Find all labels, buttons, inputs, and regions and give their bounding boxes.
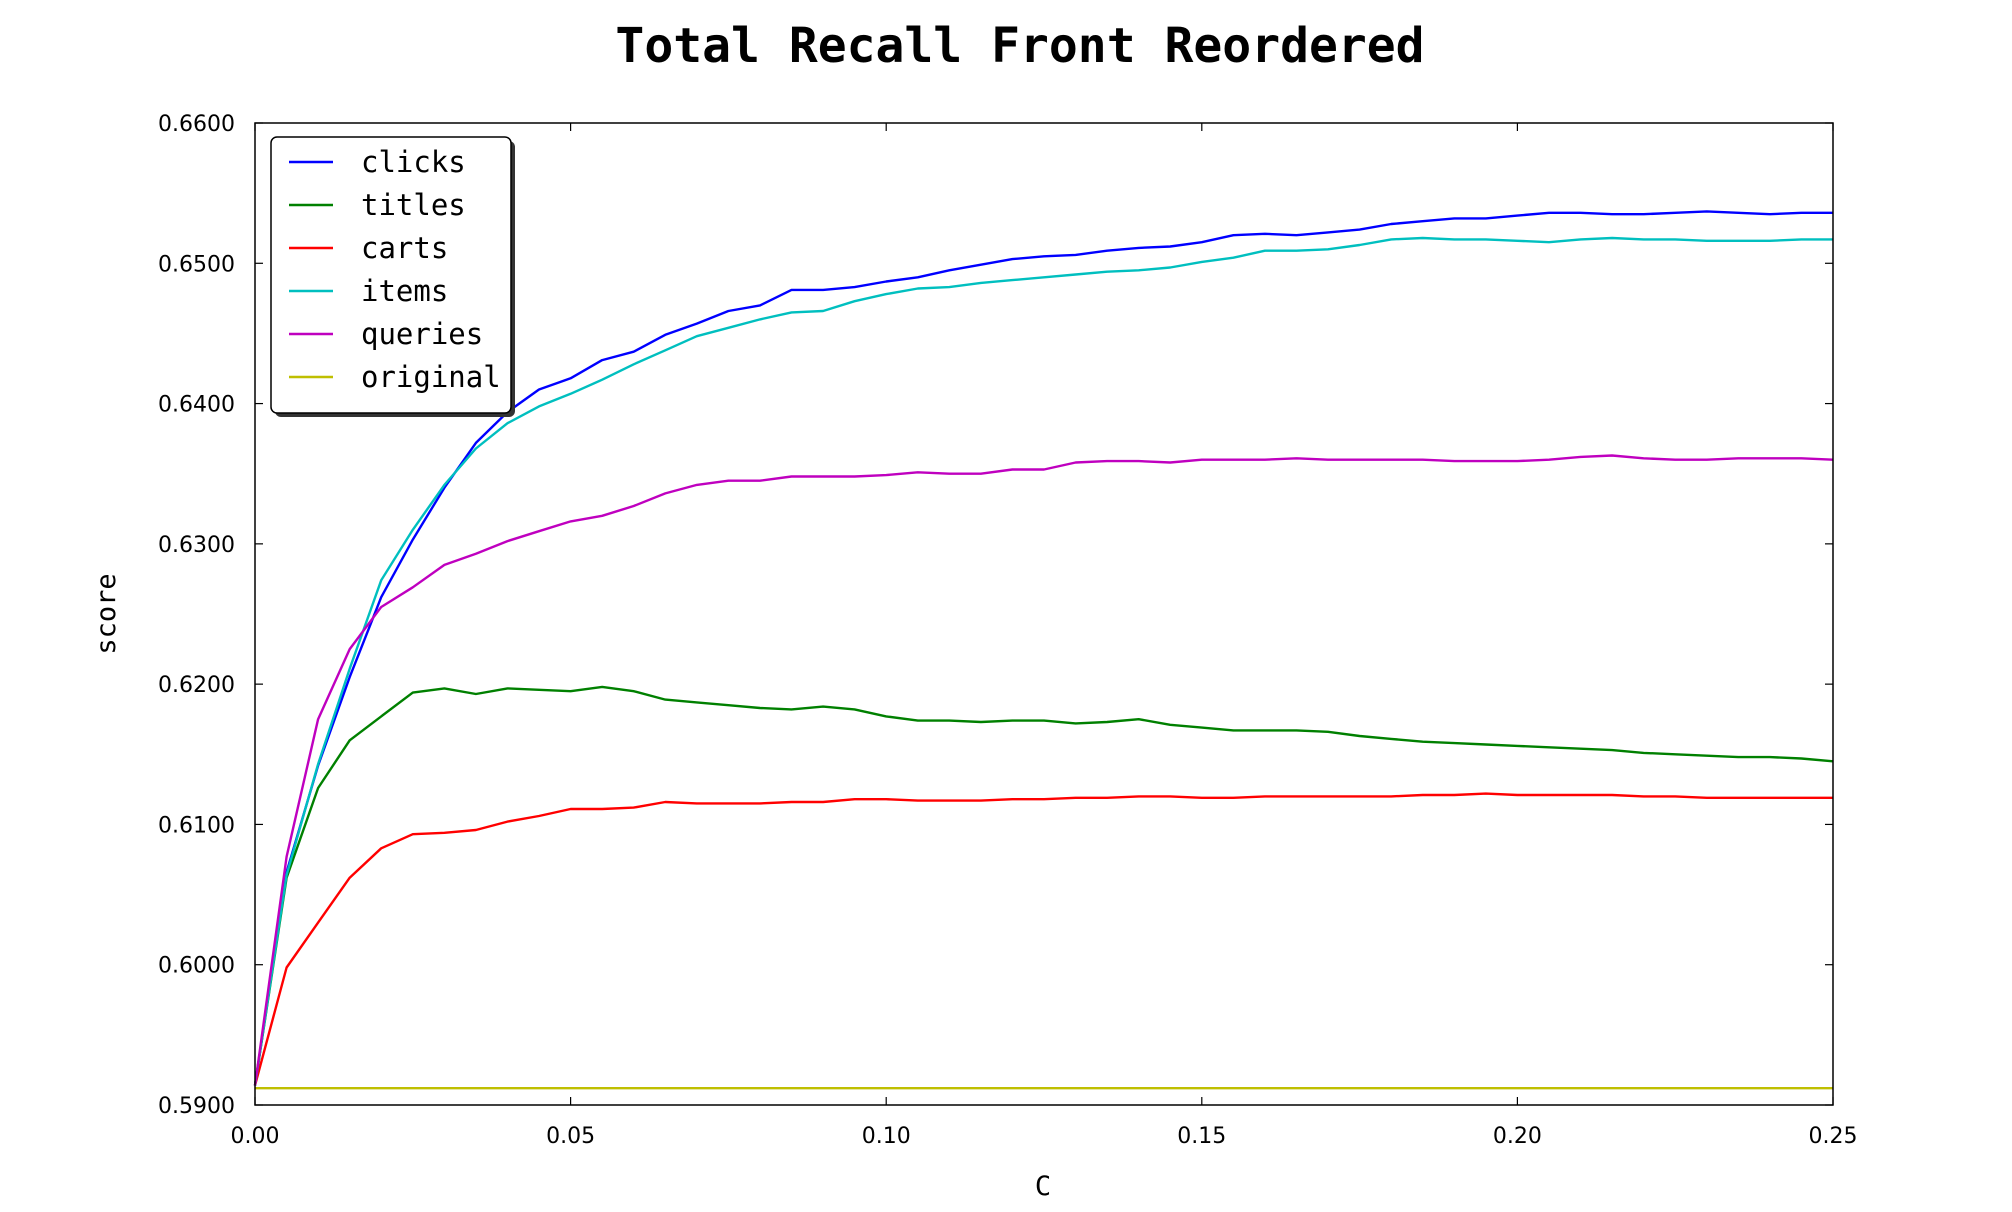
series-line-titles xyxy=(253,685,1834,1086)
chart-title: Total Recall Front Reordered xyxy=(615,18,1424,74)
plot-frame xyxy=(254,122,1834,1106)
x-tick-label: 0.20 xyxy=(1493,1124,1542,1149)
y-tick-label: 0.6300 xyxy=(158,533,235,558)
legend-label-titles: titles xyxy=(361,188,466,222)
x-axis-label: C xyxy=(1035,1171,1051,1202)
series-layer xyxy=(253,210,1834,1090)
y-tick-label: 0.6100 xyxy=(158,813,235,838)
legend: clicks titles carts items queries original xyxy=(270,136,515,417)
legend-label-items: items xyxy=(361,274,448,308)
series-line-items xyxy=(253,236,1833,1086)
series-line-queries xyxy=(253,454,1834,1086)
y-tick-label: 0.5900 xyxy=(158,1094,235,1119)
y-tick-label: 0.6200 xyxy=(158,673,235,698)
x-tick-label: 0.00 xyxy=(231,1124,280,1149)
x-tick-label: 0.05 xyxy=(546,1124,595,1149)
ticks-layer: 0.00 0.05 0.10 0.15 0.20 0.25 0.5900 0.6000 0.61… xyxy=(158,112,1857,1149)
x-tick-label: 0.25 xyxy=(1809,1124,1858,1149)
legend-label-queries: queries xyxy=(361,317,483,351)
legend-label-clicks: clicks xyxy=(361,145,466,179)
y-axis-label: score xyxy=(91,573,122,654)
y-tick-label: 0.6400 xyxy=(158,393,235,418)
y-tick-label: 0.6500 xyxy=(158,252,235,277)
series-line-carts xyxy=(253,792,1833,1086)
legend-label-carts: carts xyxy=(361,231,448,265)
y-tick-label: 0.6600 xyxy=(158,112,235,137)
legend-label-original: original xyxy=(361,360,501,394)
x-tick-label: 0.10 xyxy=(862,1124,911,1149)
x-tick-label: 0.15 xyxy=(1177,1124,1226,1149)
y-tick-label: 0.6000 xyxy=(158,954,235,979)
series-line-clicks xyxy=(253,210,1833,1086)
